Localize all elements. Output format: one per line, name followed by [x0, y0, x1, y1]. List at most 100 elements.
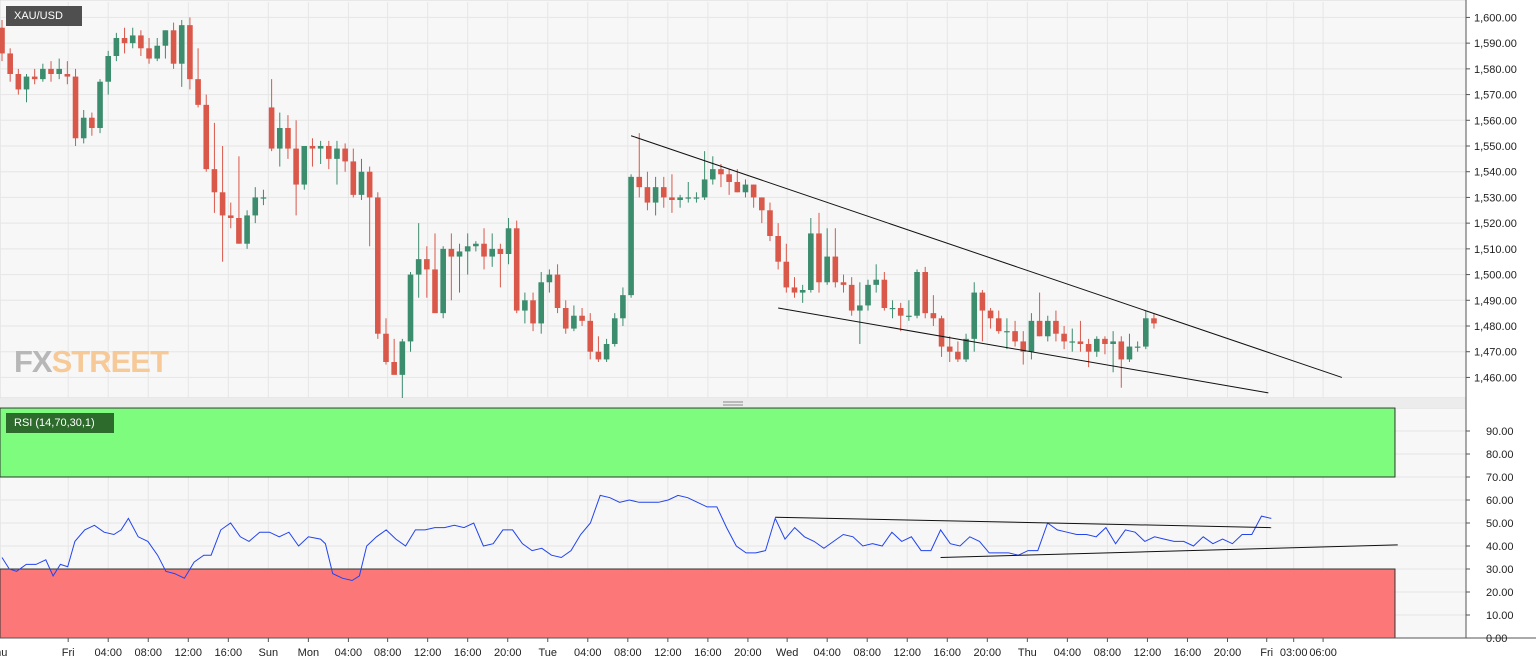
candle-body — [23, 76, 30, 90]
indicator-label[interactable]: RSI (14,70,30,1) — [6, 413, 114, 433]
candle-body — [7, 53, 13, 74]
candle-body — [440, 248, 446, 314]
time-tick-label: 16:00 — [694, 647, 722, 659]
time-tick-label: 16:00 — [454, 647, 482, 659]
candle-body — [816, 233, 822, 283]
candle-body — [1053, 320, 1059, 334]
candle-body — [391, 362, 397, 375]
candle-body — [481, 243, 487, 257]
time-tick-label: 08:00 — [374, 647, 402, 659]
candle-body — [178, 25, 185, 64]
candle-body — [522, 300, 528, 311]
candle-body — [64, 74, 71, 77]
candle-body — [791, 287, 798, 293]
rsi-trendline-rsi-support — [940, 544, 1398, 558]
candle-body — [726, 174, 732, 182]
candle-body — [195, 79, 201, 105]
symbol-label[interactable]: XAU/USD — [6, 6, 82, 26]
candle-body — [358, 171, 365, 195]
time-tick-label: Fri — [1260, 647, 1273, 659]
candle-body — [865, 284, 871, 306]
rsi-tick-label: 10.00 — [1486, 610, 1514, 622]
candle-body — [293, 148, 299, 185]
candle-body — [203, 104, 210, 170]
candle-body — [709, 169, 716, 180]
time-tick-label: 08:00 — [1094, 647, 1122, 659]
candle-body — [848, 284, 855, 311]
time-tick-label: 08:00 — [853, 647, 881, 659]
time-tick-label: 04:00 — [813, 647, 841, 659]
candle-body — [857, 305, 863, 311]
candle-body — [995, 318, 1002, 332]
candle-body — [211, 169, 218, 193]
candle-body — [105, 56, 112, 82]
rsi-tick-label: 0.00 — [1486, 633, 1507, 645]
time-tick-label: 06:00 — [1309, 647, 1337, 659]
price-tick-label: 1,510.00 — [1474, 244, 1517, 256]
time-tick-label: Mon — [298, 647, 319, 659]
candle-body — [424, 259, 430, 270]
candle-body — [1143, 318, 1149, 347]
price-tick-label: 1,530.00 — [1474, 192, 1517, 204]
candle-body — [685, 197, 692, 199]
candle-body — [946, 346, 953, 352]
time-tick-label: Tue — [538, 647, 557, 659]
candle-body — [1077, 341, 1084, 344]
candle-body — [1134, 346, 1141, 348]
price-trendline-support — [778, 307, 1269, 394]
time-tick-label: 12:00 — [175, 647, 203, 659]
price-tick-label: 1,560.00 — [1474, 115, 1517, 127]
candle-body — [244, 215, 250, 244]
rsi-tick-label: 70.00 — [1486, 472, 1514, 484]
candle-body — [603, 344, 610, 360]
candle-body — [775, 236, 781, 262]
candle-body — [366, 171, 373, 198]
candle-body — [407, 274, 414, 342]
candle-body — [546, 274, 553, 283]
candle-body — [922, 272, 929, 314]
candle-body — [742, 184, 749, 193]
candle-body — [595, 351, 602, 360]
candle-body — [1044, 320, 1051, 337]
candle-body — [162, 30, 169, 46]
candle-body — [832, 256, 839, 283]
axis-labels: 1,460.00 1,470.00 1,480.00 1,490.00 1,500.00… — [0, 12, 1517, 659]
candle-body — [669, 197, 675, 200]
candle-body — [628, 176, 634, 296]
time-tick-label: 08:00 — [614, 647, 642, 659]
candle-body — [48, 68, 54, 74]
candle-body — [644, 187, 651, 203]
candle-body — [579, 315, 585, 321]
candle-body — [906, 315, 912, 317]
candle-body — [252, 197, 259, 216]
candle-body — [693, 197, 700, 199]
candle-body — [873, 279, 879, 285]
candle-body — [72, 76, 79, 139]
candle-body — [889, 308, 896, 310]
candle-body — [824, 256, 830, 283]
rsi-tick-label: 50.00 — [1486, 518, 1514, 530]
candle-body — [285, 128, 291, 149]
time-tick-label: 04:00 — [574, 647, 602, 659]
time-tick-label: 20:00 — [974, 647, 1002, 659]
trendlines[interactable] — [630, 135, 1343, 394]
price-tick-label: 1,550.00 — [1474, 141, 1517, 153]
candle-body — [448, 248, 455, 257]
candle-body — [652, 187, 659, 203]
candle-body — [154, 45, 161, 59]
candle-body — [1110, 341, 1116, 344]
candle-body — [473, 243, 479, 247]
candle-body — [309, 146, 316, 149]
candle-body — [571, 315, 577, 329]
candle-body — [783, 261, 790, 288]
candle-body — [383, 333, 389, 362]
candle-body — [881, 279, 888, 308]
fxstreet-logo: FXSTREET — [14, 344, 169, 380]
panel-divider — [0, 399, 1466, 407]
candle-body — [40, 68, 46, 80]
candle-body — [734, 182, 741, 193]
candle-body — [701, 179, 708, 198]
price-tick-label: 1,590.00 — [1474, 38, 1517, 50]
rsi-tick-label: 80.00 — [1486, 449, 1514, 461]
